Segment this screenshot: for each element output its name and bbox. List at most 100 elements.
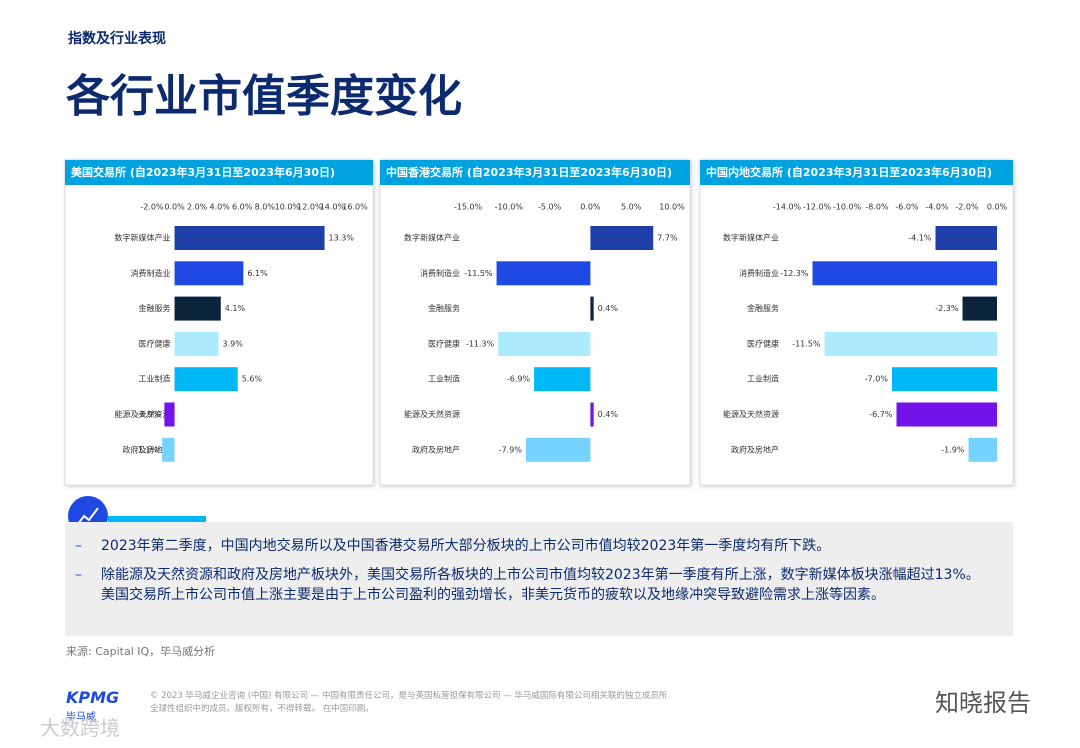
bar <box>590 296 594 321</box>
panel-header <box>65 160 373 185</box>
x-tick-label: -10.0% <box>495 203 524 212</box>
category-label: 医疗健康 <box>139 338 171 348</box>
value-label: -1.1% <box>135 445 159 454</box>
bar <box>896 402 997 427</box>
x-tick-label: 10.0% <box>659 203 685 212</box>
value-label: -1.9% <box>941 445 965 454</box>
bar <box>496 261 591 286</box>
category-label: 工业制造 <box>428 374 460 384</box>
bar <box>174 296 221 321</box>
x-tick-label: -4.0% <box>925 203 949 212</box>
category-label: 数字新媒体产业 <box>723 233 779 243</box>
panel-header <box>700 160 1013 185</box>
category-label: 消费制造业 <box>739 268 779 278</box>
bar <box>534 367 591 392</box>
category-label: 消费制造业 <box>420 268 460 278</box>
x-tick-label: 0.0% <box>580 203 601 212</box>
value-label: 6.1% <box>247 269 268 278</box>
watermark: 知晓报告 <box>935 689 1031 717</box>
chart-title: 中国香港交易所 (自2023年3月31日至2023年6月30日) <box>386 165 672 179</box>
x-tick-label: 6.0% <box>232 203 253 212</box>
page-title: 各行业市值季度变化 <box>66 71 462 122</box>
note: – 除能源及天然资源和政府及房地产板块外，美国交易所各板块的上市公司市值均较202… <box>75 565 993 605</box>
x-tick-label: 10.0% <box>275 203 301 212</box>
value-label: 7.7% <box>657 234 678 243</box>
bar <box>968 437 997 462</box>
x-tick-label: -15.0% <box>454 203 483 212</box>
value-label: -11.5% <box>464 269 493 278</box>
panel <box>379 159 691 486</box>
bar <box>162 437 175 462</box>
category-label: 政府及房地产 <box>731 444 779 454</box>
value-label: 4.1% <box>225 304 246 313</box>
copyright: © 2023 毕马威企业咨询 (中国) 有限公司 — 中国有限责任公司，是与英国… <box>150 691 668 714</box>
chart-title: 美国交易所 (自2023年3月31日至2023年6月30日) <box>71 165 335 179</box>
bar <box>824 331 997 356</box>
category-label: 能源及天然资源 <box>115 409 171 419</box>
x-tick-label: 0.0% <box>164 203 185 212</box>
bar <box>812 261 997 286</box>
category-label: 政府及房地产 <box>412 444 460 454</box>
x-tick-label: -5.0% <box>538 203 562 212</box>
bar <box>164 402 175 427</box>
watermark: 大数跨境 <box>40 716 120 740</box>
x-tick-label: -14.0% <box>773 203 802 212</box>
x-tick-label: 16.0% <box>342 203 368 212</box>
bar <box>174 261 244 286</box>
value-label: -2.3% <box>935 304 959 313</box>
x-tick-label: 0.0% <box>987 203 1008 212</box>
x-tick-label: 5.0% <box>621 203 642 212</box>
note: –2023年第二季度，中国内地交易所以及中国香港交易所大部分板块的上市公司市值均… <box>75 538 831 554</box>
x-tick-label: 14.0% <box>320 203 346 212</box>
panel-header <box>380 160 690 185</box>
bar <box>590 402 594 427</box>
bar <box>962 296 997 321</box>
value-label: 3.9% <box>223 339 244 348</box>
category-label: 政府及房地产 <box>123 444 171 454</box>
bar <box>590 226 654 250</box>
value-label: -11.5% <box>792 339 821 348</box>
panel <box>64 159 374 486</box>
x-tick-label: -2.0% <box>955 203 979 212</box>
category-label: 医疗健康 <box>747 338 779 348</box>
x-tick-label: 12.0% <box>297 203 323 212</box>
x-tick-label: 4.0% <box>210 203 231 212</box>
value-label: -12.3% <box>780 269 809 278</box>
x-tick-label: -6.0% <box>895 203 919 212</box>
value-label: -7.0% <box>865 375 889 384</box>
value-label: -6.7% <box>869 410 893 419</box>
value-label: -6.9% <box>507 375 531 384</box>
bar <box>892 367 997 392</box>
category-label: 能源及天然资源 <box>404 409 460 419</box>
x-tick-label: -8.0% <box>865 203 889 212</box>
bar <box>174 367 238 392</box>
value-label: 0.4% <box>598 304 619 313</box>
icon-line <box>77 507 99 525</box>
value-label: -4.1% <box>908 234 932 243</box>
x-tick-label: 2.0% <box>187 203 208 212</box>
category-label: 工业制造 <box>747 374 779 384</box>
bar <box>935 226 997 250</box>
category-label: 数字新媒体产业 <box>115 233 171 243</box>
bar <box>174 331 219 356</box>
value-label: 0.4% <box>598 410 619 419</box>
category-label: 医疗健康 <box>428 338 460 348</box>
category-label: 能源及天然资源 <box>723 409 779 419</box>
category-label: 数字新媒体产业 <box>404 233 460 243</box>
category-label: 金融服务 <box>428 303 460 313</box>
x-tick-label: -10.0% <box>833 203 862 212</box>
panel <box>699 159 1014 486</box>
category-label: 金融服务 <box>139 303 171 313</box>
category-label: 消费制造业 <box>131 268 171 278</box>
source: 来源: Capital IQ，毕马威分析 <box>66 645 216 658</box>
section-label: 指数及行业表现 <box>68 31 166 47</box>
bar <box>498 331 591 356</box>
x-tick-label: 8.0% <box>255 203 276 212</box>
chart-title: 中国内地交易所 (自2023年3月31日至2023年6月30日) <box>706 165 992 179</box>
value-label: 5.6% <box>242 375 263 384</box>
value-label: -7.9% <box>499 445 523 454</box>
bar <box>174 226 325 250</box>
value-label: -11.3% <box>466 339 495 348</box>
